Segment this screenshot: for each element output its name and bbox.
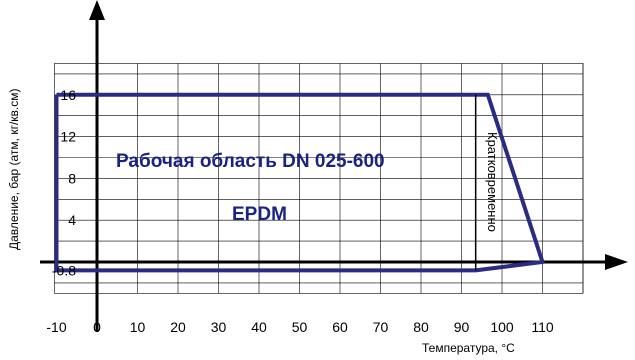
x-tick-label: 80 [413, 319, 429, 335]
x-tick-label: -10 [46, 319, 66, 335]
tick-labels: -10 0 10 20 30 40 50 60 70 80 90 100 110 16 12 8 4 -0.8 [46, 87, 553, 335]
x-tick-label: 90 [454, 319, 470, 335]
y-tick-label: 16 [60, 87, 76, 103]
region-label: Рабочая область DN 025-600 [116, 151, 385, 172]
x-tick-label: 10 [130, 319, 146, 335]
working-region [54, 92, 546, 273]
x-tick-label: 40 [251, 319, 267, 335]
y-tick-label: -0.8 [52, 262, 76, 278]
material-label: EPDM [232, 204, 287, 225]
x-tick-label: 110 [531, 319, 554, 335]
y-axis-arrow-icon [89, 0, 105, 20]
x-tick-label: 100 [490, 319, 514, 335]
x-tick-label: 50 [292, 319, 308, 335]
x-tick-label: 20 [170, 319, 186, 335]
region-boundary [54, 92, 546, 273]
x-tick-label: 70 [373, 319, 389, 335]
x-axis-title: Температура, °С [422, 341, 515, 355]
x-tick-label: 0 [93, 319, 101, 335]
axes [40, 0, 628, 332]
x-axis-arrow-icon [605, 254, 628, 270]
y-tick-label: 8 [68, 170, 76, 186]
x-tick-label: 60 [332, 319, 348, 335]
y-axis-title: Давление, бар (атм, кг/кв.см) [7, 88, 21, 250]
y-tick-label: 4 [68, 212, 76, 228]
x-tick-label: 30 [211, 319, 227, 335]
short-term-label: Кратковременно [485, 132, 500, 232]
y-tick-label: 12 [60, 129, 76, 145]
grid [54, 63, 584, 294]
